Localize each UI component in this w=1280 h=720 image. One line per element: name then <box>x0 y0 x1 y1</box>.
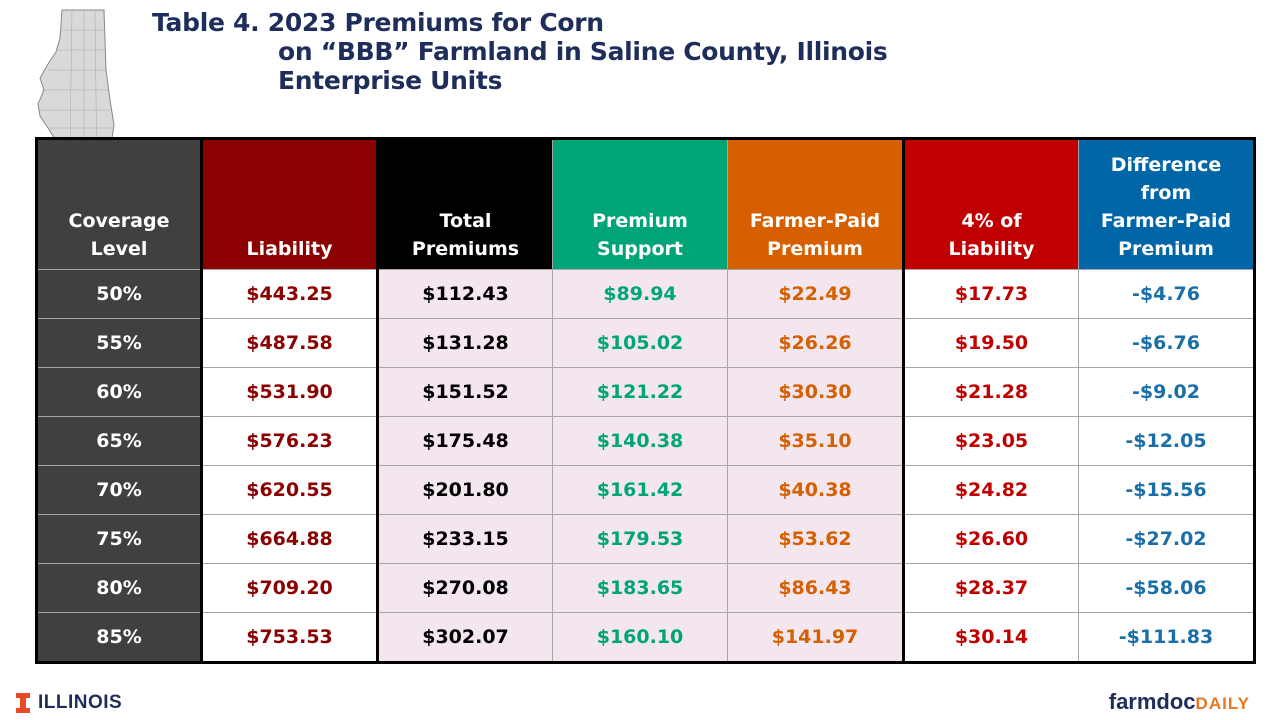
cell-liability: $753.53 <box>201 612 378 664</box>
cell-total-premiums: $270.08 <box>376 563 553 613</box>
title-line-3: Enterprise Units <box>278 66 503 95</box>
cell-four-percent: $23.05 <box>903 416 1079 466</box>
cell-coverage: 65% <box>35 416 203 466</box>
cell-four-percent: $30.14 <box>903 612 1079 664</box>
cell-premium-support: $179.53 <box>552 514 728 564</box>
cell-four-percent: $17.73 <box>903 269 1079 319</box>
table-row: 75% $664.88 $233.15 $179.53 $53.62 $26.6… <box>35 514 1256 564</box>
table-row: 50% $443.25 $112.43 $89.94 $22.49 $17.73… <box>35 269 1256 319</box>
cell-premium-support: $105.02 <box>552 318 728 368</box>
table-row: 70% $620.55 $201.80 $161.42 $40.38 $24.8… <box>35 465 1256 515</box>
cell-difference: -$12.05 <box>1078 416 1256 466</box>
cell-difference: -$111.83 <box>1078 612 1256 664</box>
header-text: 4% of <box>961 210 1022 232</box>
cell-difference: -$9.02 <box>1078 367 1256 417</box>
farmdoc-logo-text: farmdoc <box>1108 689 1196 714</box>
premiums-table: Coverage Level Liability Total Premiums … <box>35 137 1256 664</box>
header-text: from <box>1140 182 1192 204</box>
header-row: Coverage Level Liability Total Premiums … <box>35 137 1256 270</box>
cell-total-premiums: $233.15 <box>376 514 553 564</box>
header-text: Liability <box>246 238 333 260</box>
table-row: 80% $709.20 $270.08 $183.65 $86.43 $28.3… <box>35 563 1256 613</box>
cell-four-percent: $26.60 <box>903 514 1079 564</box>
table-row: 85% $753.53 $302.07 $160.10 $141.97 $30.… <box>35 612 1256 664</box>
cell-liability: $487.58 <box>201 318 378 368</box>
cell-liability: $620.55 <box>201 465 378 515</box>
cell-premium-support: $89.94 <box>552 269 728 319</box>
header-coverage-level: Coverage Level <box>35 137 203 270</box>
cell-coverage: 60% <box>35 367 203 417</box>
title-line-1: Table 4. 2023 Premiums for Corn <box>152 8 604 37</box>
cell-premium-support: $121.22 <box>552 367 728 417</box>
header-liability: Liability <box>201 137 378 270</box>
cell-farmer-paid: $35.10 <box>727 416 905 466</box>
cell-difference: -$58.06 <box>1078 563 1256 613</box>
header-text: Level <box>90 238 148 260</box>
cell-four-percent: $21.28 <box>903 367 1079 417</box>
cell-four-percent: $24.82 <box>903 465 1079 515</box>
cell-liability: $576.23 <box>201 416 378 466</box>
header-text: Support <box>597 238 683 260</box>
daily-logo-text: DAILY <box>1195 694 1250 713</box>
cell-coverage: 75% <box>35 514 203 564</box>
header-text: Difference <box>1110 154 1222 176</box>
table-row: 55% $487.58 $131.28 $105.02 $26.26 $19.5… <box>35 318 1256 368</box>
cell-farmer-paid: $30.30 <box>727 367 905 417</box>
cell-total-premiums: $201.80 <box>376 465 553 515</box>
cell-difference: -$4.76 <box>1078 269 1256 319</box>
cell-coverage: 80% <box>35 563 203 613</box>
header-text: Total <box>439 210 492 232</box>
cell-coverage: 50% <box>35 269 203 319</box>
farmdoc-daily-logo: farmdocDAILY <box>1109 689 1250 715</box>
cell-liability: $443.25 <box>201 269 378 319</box>
cell-difference: -$27.02 <box>1078 514 1256 564</box>
header-text: Coverage <box>68 210 170 232</box>
header-text: Premium <box>767 238 863 260</box>
illinois-block-i-icon <box>16 693 30 713</box>
cell-difference: -$15.56 <box>1078 465 1256 515</box>
cell-farmer-paid: $26.26 <box>727 318 905 368</box>
cell-premium-support: $160.10 <box>552 612 728 664</box>
cell-coverage: 70% <box>35 465 203 515</box>
cell-four-percent: $28.37 <box>903 563 1079 613</box>
title-block: Table 4. 2023 Premiums for Corn on “BBB”… <box>152 8 888 95</box>
cell-premium-support: $140.38 <box>552 416 728 466</box>
title-line-2: on “BBB” Farmland in Saline County, Illi… <box>278 37 888 66</box>
table-row: 60% $531.90 $151.52 $121.22 $30.30 $21.2… <box>35 367 1256 417</box>
table-row: 65% $576.23 $175.48 $140.38 $35.10 $23.0… <box>35 416 1256 466</box>
header-text: Premiums <box>411 238 520 260</box>
header-four-percent-liability: 4% of Liability <box>903 137 1079 270</box>
cell-farmer-paid: $40.38 <box>727 465 905 515</box>
cell-coverage: 85% <box>35 612 203 664</box>
header-text: Premium <box>592 210 688 232</box>
header-text: Farmer-Paid <box>1100 210 1232 232</box>
cell-total-premiums: $302.07 <box>376 612 553 664</box>
header-farmer-paid-premium: Farmer-Paid Premium <box>727 137 905 270</box>
cell-farmer-paid: $53.62 <box>727 514 905 564</box>
cell-difference: -$6.76 <box>1078 318 1256 368</box>
illinois-logo: ILLINOIS <box>16 692 122 714</box>
header-text: Premium <box>1118 238 1214 260</box>
header-difference: Difference from Farmer-Paid Premium <box>1078 137 1256 270</box>
header-premium-support: Premium Support <box>552 137 728 270</box>
cell-farmer-paid: $86.43 <box>727 563 905 613</box>
cell-coverage: 55% <box>35 318 203 368</box>
cell-premium-support: $161.42 <box>552 465 728 515</box>
cell-liability: $531.90 <box>201 367 378 417</box>
cell-four-percent: $19.50 <box>903 318 1079 368</box>
header-total-premiums: Total Premiums <box>376 137 553 270</box>
cell-premium-support: $183.65 <box>552 563 728 613</box>
cell-total-premiums: $131.28 <box>376 318 553 368</box>
cell-total-premiums: $112.43 <box>376 269 553 319</box>
cell-farmer-paid: $141.97 <box>727 612 905 664</box>
cell-total-premiums: $175.48 <box>376 416 553 466</box>
cell-liability: $709.20 <box>201 563 378 613</box>
header-text: Farmer-Paid <box>749 210 881 232</box>
cell-liability: $664.88 <box>201 514 378 564</box>
illinois-logo-text: ILLINOIS <box>38 692 123 713</box>
header-text: Liability <box>948 238 1035 260</box>
cell-total-premiums: $151.52 <box>376 367 553 417</box>
cell-farmer-paid: $22.49 <box>727 269 905 319</box>
